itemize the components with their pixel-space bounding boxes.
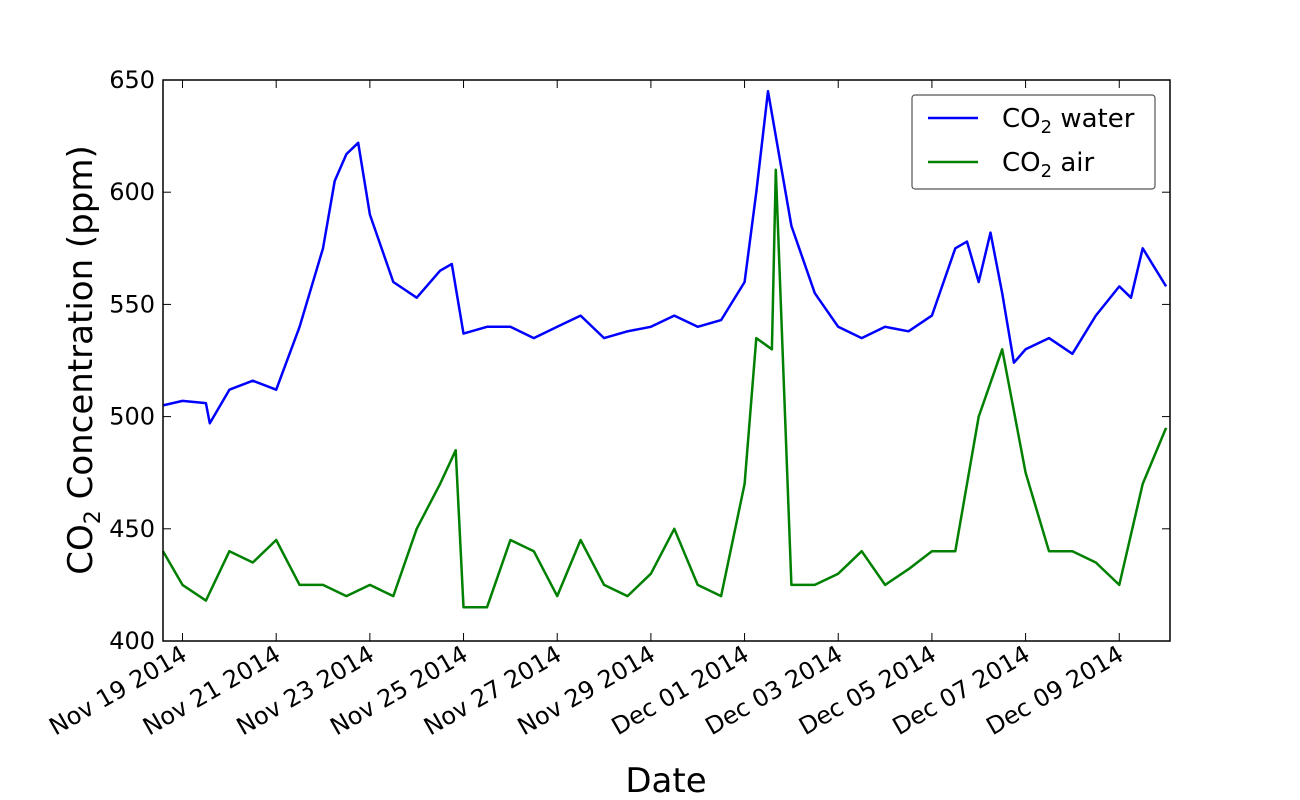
plot-frame <box>162 79 1171 642</box>
y-axis-label-main: CO <box>61 524 101 575</box>
series-line-air <box>161 168 1168 609</box>
y-axis-label: CO2 Concentration (ppm) <box>61 145 106 574</box>
legend-label-air: CO2 air <box>1002 148 1094 182</box>
y-axis-label-rest: Concentration (ppm) <box>61 145 101 510</box>
series-layer <box>161 89 1168 609</box>
series-line-water <box>162 89 1168 425</box>
y-tick-label: 550 <box>109 290 155 318</box>
x-axis-label: Date <box>625 761 706 800</box>
legend: CO2 water CO2 air <box>911 94 1156 190</box>
y-tick-label: 400 <box>109 627 155 655</box>
y-axis-label-sub: 2 <box>81 510 106 524</box>
y-tick-label: 500 <box>109 403 155 431</box>
y-tick-label: 450 <box>109 515 155 543</box>
y-tick-label: 600 <box>109 178 155 206</box>
y-tick-label: 650 <box>109 66 155 94</box>
legend-label-water: CO2 water <box>1002 104 1135 138</box>
